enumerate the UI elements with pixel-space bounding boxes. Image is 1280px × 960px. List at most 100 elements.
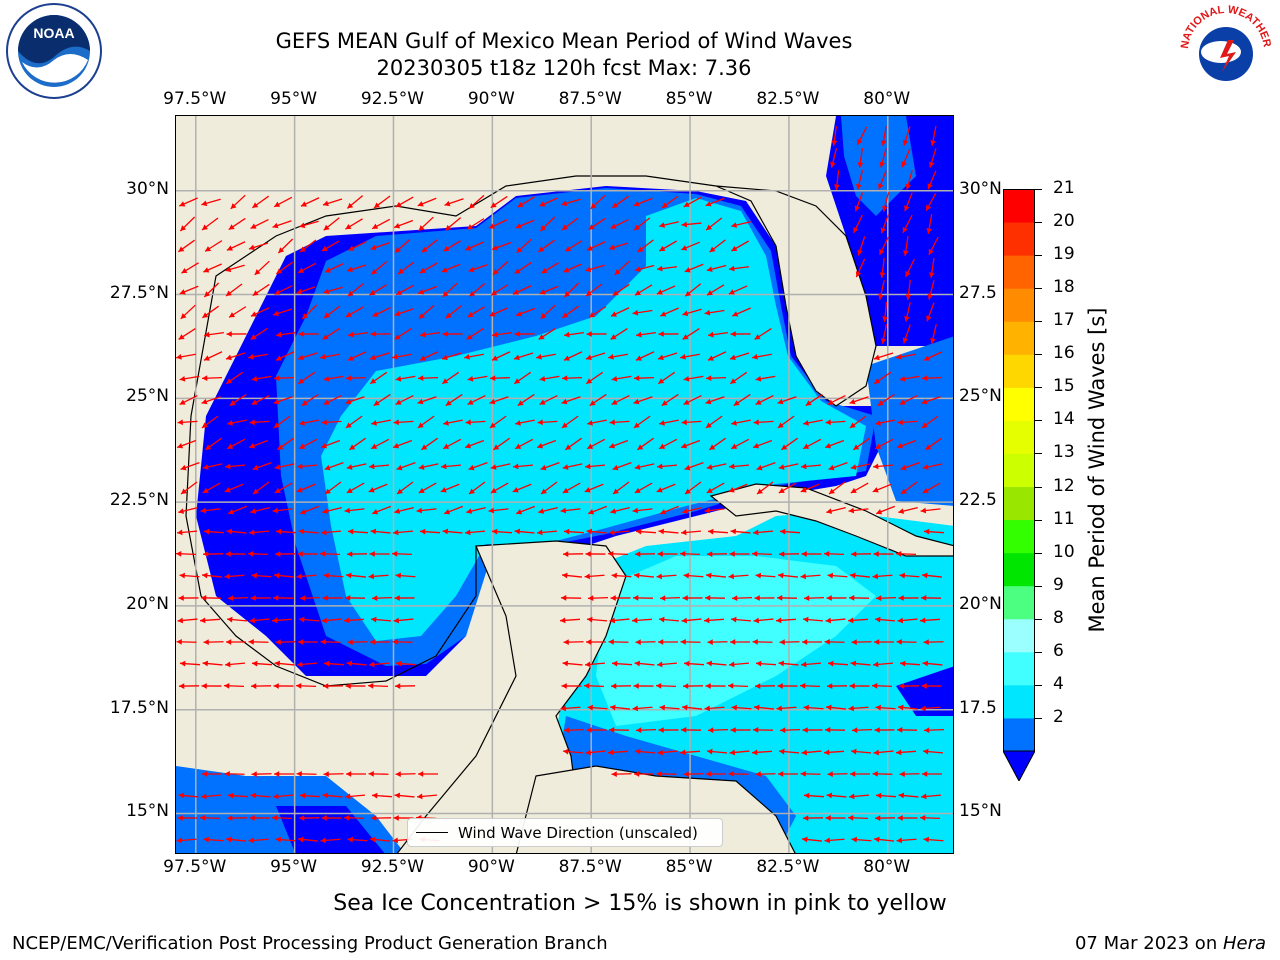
wave-arrowhead [585,463,591,470]
lon-label-top: 90°W [467,89,515,109]
wave-arrowhead [493,444,500,450]
lon-label-top: 80°W [863,89,911,109]
wave-arrowhead [658,378,665,384]
wave-arrowhead [491,290,498,296]
lon-label-bottom: 92.5°W [360,857,425,877]
wave-arrowhead [905,270,911,277]
wave-arrowhead [442,291,449,297]
lat-label-right: 22.5 [959,490,997,511]
wave-arrowhead [272,617,278,624]
wave-arrowhead [728,289,735,295]
wave-arrowhead [227,443,234,449]
wave-arrowhead [902,226,908,233]
wave-arrowhead [465,419,471,426]
wave-arrowhead [800,682,806,689]
colorbar-segment [1003,585,1035,620]
wave-arrowhead [204,331,210,338]
wave-arrowhead [323,224,330,231]
wave-arrowhead [537,419,543,426]
wave-arrowhead [322,508,329,514]
wave-arrowhead [369,354,376,361]
wave-arrowhead [733,400,740,406]
wave-arrowhead [584,682,590,689]
wave-arrowhead [226,245,233,251]
wave-arrowhead [872,573,879,580]
wave-arrowhead [827,572,834,579]
wave-arrowhead [586,245,593,251]
wave-arrowhead [274,660,281,667]
wave-arrowhead [467,224,474,230]
wave-arrowhead [850,572,856,579]
wave-arrowhead [417,201,424,207]
wave-arrowhead [849,793,855,800]
wave-arrowhead [801,551,807,557]
wave-arrowhead [683,771,689,777]
wave-arrowhead [371,268,378,275]
wave-arrowhead [226,290,232,297]
wave-arrowhead [179,399,186,405]
wave-arrowhead [345,223,352,230]
wave-arrowhead [250,792,257,799]
wave-arrowhead [468,266,475,273]
wave-arrowhead [851,551,857,557]
wave-arrowhead [346,572,352,579]
wave-arrowhead [849,398,856,405]
wave-arrowhead [752,749,758,756]
wave-arrowhead [930,140,936,146]
wave-arrowhead [873,463,879,470]
colorbar-tick [1035,222,1042,224]
wave-arrowhead [298,267,305,273]
wave-arrowhead [608,550,614,557]
wave-arrowhead [707,748,713,755]
wave-arrowhead [344,617,350,624]
wave-arrowhead [564,528,570,535]
wave-arrowhead [802,727,808,733]
wave-arrowhead [226,378,233,384]
wave-arrowhead [730,727,736,733]
wave-arrowhead [418,288,425,295]
wave-arrowhead [249,815,255,821]
wave-arrowhead [880,140,887,146]
wave-arrowhead [857,162,864,168]
wave-arrowhead [203,639,209,645]
wave-arrowhead [394,595,400,601]
wave-arrowhead [296,288,303,295]
lat-label-right: 15°N [959,801,1002,822]
wave-arrowhead [731,420,737,426]
wave-arrowhead [851,748,857,755]
wave-arrowhead [609,727,615,733]
wave-arrowhead [372,311,379,317]
wave-arrowhead [274,375,280,382]
wave-arrowhead [848,617,854,624]
wave-arrowhead [202,224,208,231]
wave-arrowhead [872,771,878,777]
wave-arrowhead [345,422,352,428]
wave-arrowhead [514,378,521,384]
wave-arrowhead [704,617,710,624]
wave-arrowhead [681,221,688,228]
wave-arrowhead [681,617,688,624]
colorbar-tick-label: 17 [1053,310,1075,331]
wave-arrowhead [901,488,907,495]
colorbar-tick [1035,387,1042,389]
wave-arrowhead [635,639,641,645]
wave-arrowhead [854,205,861,212]
wave-arrowhead [586,528,593,535]
wave-arrowhead [753,529,759,536]
wave-arrowhead [828,464,835,471]
colorbar-tick [1035,618,1042,620]
wave-arrowhead [709,444,716,450]
wave-arrowhead [801,463,807,470]
wave-arrowhead [803,420,809,426]
wave-arrowhead [180,225,187,232]
wave-arrowhead [321,815,327,821]
wave-arrowhead [300,595,306,602]
wave-arrowhead [392,837,399,844]
wave-arrowhead [274,487,281,493]
wave-arrowhead [924,727,930,734]
wave-arrowhead [875,616,881,623]
colorbar-segment [1003,222,1035,256]
wave-arrowhead [757,488,763,495]
wave-arrowhead [660,595,666,602]
wave-arrowhead [824,550,830,557]
